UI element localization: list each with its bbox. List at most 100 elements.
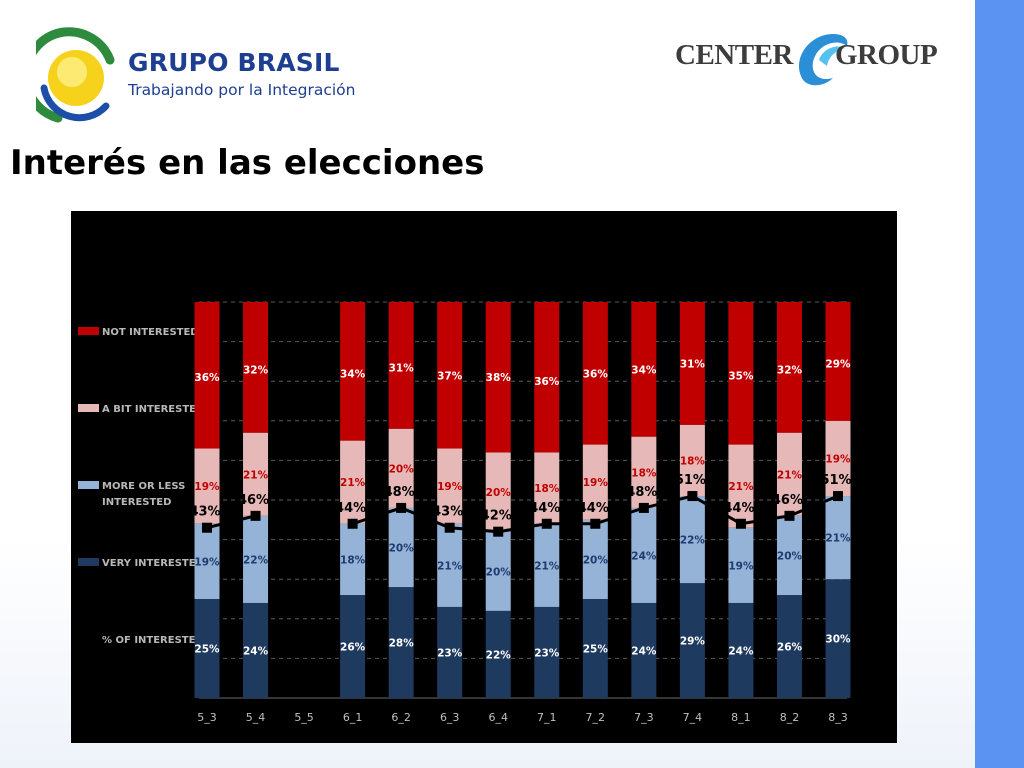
bar-segment-top [194,302,220,306]
data-label: 32% [777,364,803,376]
bar-segment [437,606,463,698]
x-tick-label: 6_3 [440,711,460,724]
x-tick-label: 5_4 [246,711,265,724]
bar-segment [679,424,705,497]
data-label: 25% [583,644,609,656]
line-marker [687,491,698,502]
brand-tagline: Trabajando por la Integración [128,81,356,99]
data-label: 35% [728,370,754,382]
data-label: 36% [194,372,220,384]
line-marker [638,502,649,513]
data-label: 31% [389,362,415,374]
bar-segment [437,448,463,524]
data-label: 23% [534,647,560,659]
bar-segment [534,309,560,453]
bar-segment [825,496,851,580]
bar-segment [728,305,754,445]
data-label: 26% [777,642,803,654]
data-label: 20% [389,543,415,555]
line-label: 51% [820,473,851,488]
legend-swatch [78,404,99,412]
bar-segment [243,515,269,603]
data-label: 19% [437,481,463,493]
data-label: 38% [486,372,512,384]
bar-segment [194,523,220,599]
bar-segment [194,305,220,449]
x-tick-label: 8_3 [828,711,848,724]
line-marker [396,502,407,513]
data-label: 21% [340,477,366,489]
bar-segment [194,599,220,698]
data-label: 19% [825,453,851,465]
bar-segment [679,496,705,584]
data-label: 25% [194,644,220,656]
bar-segment [534,523,560,607]
data-label: 32% [243,364,269,376]
legend-label: % OF INTERESTED [102,635,204,646]
data-label: 29% [680,636,706,648]
data-label: 20% [389,463,415,475]
line-marker [833,491,843,502]
bar-segment [631,436,657,508]
x-tick-label: 6_4 [488,711,508,724]
data-label: 23% [437,647,463,659]
data-label: 22% [243,554,269,566]
bar-segment [340,595,366,698]
bar-segment [388,507,414,588]
bar-segment [388,587,414,698]
x-tick-label: 5_3 [197,711,217,724]
bar-segment-top [243,302,269,306]
legend-label: MORE OR LESS [102,481,185,492]
data-label: 21% [243,469,269,481]
line-label: 46% [238,493,269,508]
bar-segment [485,452,511,532]
legend-label: VERY INTERESTED [102,558,204,569]
line-marker [541,518,552,529]
x-tick-label: 6_1 [343,711,363,724]
legend-label: INTERESTED [102,497,171,508]
line-label: 44% [723,501,754,516]
center-group-logo: CENTER GROUP [675,26,945,88]
data-label: 26% [340,642,366,654]
bar-segment [825,579,851,698]
x-tick-label: 8_1 [731,711,751,724]
bar-segment [776,515,802,596]
data-label: 21% [728,481,754,493]
bar-segment [485,302,511,453]
data-label: 31% [680,358,706,370]
x-tick-label: 8_2 [780,711,800,724]
line-label: 43% [432,505,463,520]
bar-segment [582,599,608,698]
bar-segment [776,432,802,516]
legend-label: NOT INTERESTED [102,327,199,338]
data-label: 21% [825,533,851,545]
bar-segment [679,302,705,425]
bar-segment [582,444,608,520]
bar-segment [776,305,802,433]
line-label: 44% [529,501,560,516]
data-label: 24% [728,645,754,657]
bar-segment [631,302,657,437]
line-marker [590,518,601,529]
data-label: 22% [486,649,512,661]
x-tick-label: 6_2 [391,711,411,724]
bar-segment [776,595,802,698]
bar-segment-top [825,302,851,306]
partner-name-right: GROUP [835,39,938,71]
data-label: 24% [243,645,269,657]
data-label: 20% [486,566,512,578]
grupo-brasil-logo: GRUPO BRASIL Trabajando por la Integraci… [36,26,355,126]
data-label: 21% [777,469,803,481]
x-tick-label: 7_3 [634,711,654,724]
bar-segment [534,606,560,698]
data-label: 24% [631,550,657,562]
stacked-bar-chart: NOT INTERESTED A BIT INTERESTED MORE OR LE… [78,301,852,724]
line-label: 51% [675,473,706,488]
legend-label: A BIT INTERESTED [102,404,204,415]
data-label: 29% [825,358,851,370]
bar-segment [437,523,463,607]
x-tick-label: 7_4 [683,711,703,724]
bar-segment [243,432,269,516]
bar-segment [340,523,366,596]
data-label: 24% [631,645,657,657]
